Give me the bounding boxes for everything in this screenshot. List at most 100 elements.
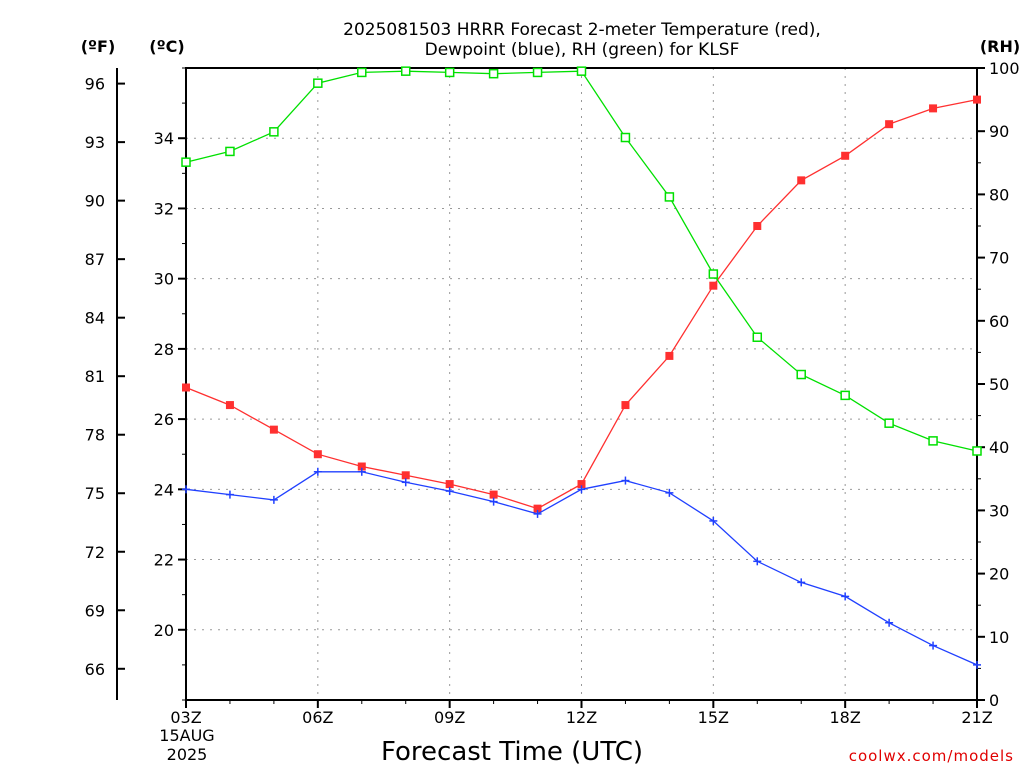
temperature-point-13: [621, 401, 630, 410]
fahrenheit-tick-label-81: 81: [85, 367, 105, 386]
temperature-point-16: [753, 222, 762, 230]
rh-point-14: [664, 192, 675, 202]
temperature-point-8: [401, 471, 410, 480]
rh-point-5: [269, 127, 279, 137]
temperature-series: [182, 95, 981, 513]
x-axis-title: Forecast Time (UTC): [381, 737, 643, 767]
celsius-tick-label-22: 22: [154, 551, 174, 570]
rh-point-19: [884, 418, 894, 428]
fahrenheit-tick-label-78: 78: [85, 426, 105, 445]
date-label-day-month: 15AUG: [159, 726, 214, 745]
rh-tick-label-20: 20: [989, 565, 1009, 584]
rh-point-12: [576, 66, 587, 76]
dewpoint-point-20: [929, 641, 938, 650]
fahrenheit-tick-label-66: 66: [85, 660, 105, 679]
celsius-tick-label-34: 34: [154, 129, 174, 148]
rh-point-20: [928, 436, 938, 446]
dewpoint-point-14: [665, 488, 674, 497]
celsius-tick-label-26: 26: [154, 410, 174, 429]
rh-point-17: [796, 369, 806, 380]
rh-unit-label: (RH): [980, 37, 1020, 56]
rh-tick-label-40: 40: [989, 438, 1009, 457]
temperature-point-7: [357, 462, 366, 471]
temperature-point-21: [973, 95, 981, 104]
rh-tick-label-50: 50: [989, 375, 1009, 394]
date-label-year: 2025: [167, 745, 208, 764]
temperature-point-10: [489, 490, 498, 499]
rh-point-8: [400, 66, 411, 76]
rh-point-3: [181, 157, 191, 167]
rh-point-7: [357, 67, 367, 78]
temperature-point-14: [665, 351, 674, 360]
dewpoint-point-3: [182, 485, 190, 494]
data-series: [181, 66, 982, 669]
x-tick-label-15Z: 15Z: [698, 708, 729, 727]
rh-series: [181, 66, 982, 456]
temperature-point-3: [182, 383, 190, 392]
rh-point-6: [313, 78, 323, 88]
dewpoint-point-10: [489, 497, 498, 506]
dewpoint-point-11: [533, 509, 542, 518]
rh-tick-label-70: 70: [989, 249, 1009, 268]
x-tick-label-09Z: 09Z: [434, 708, 465, 727]
dewpoint-point-4: [225, 490, 234, 499]
fahrenheit-tick-label-96: 96: [85, 75, 105, 94]
dewpoint-point-6: [313, 467, 322, 476]
celsius-tick-label-20: 20: [154, 621, 174, 640]
fahrenheit-tick-label-90: 90: [85, 192, 105, 211]
fahrenheit-tick-label-93: 93: [85, 133, 105, 152]
rh-tick-label-30: 30: [989, 501, 1009, 520]
rh-point-13: [620, 132, 631, 143]
chart-title-line-1: 2025081503 HRRR Forecast 2-meter Tempera…: [343, 20, 821, 40]
tick-labels: 03Z 06Z 09Z 12Z 15Z 18Z 21Z 20 22 24 26 28 30 32 34 66 6…: [85, 59, 1020, 727]
rh-tick-label-0: 0: [989, 691, 999, 710]
celsius-tick-label-24: 24: [154, 480, 174, 499]
celsius-tick-label-28: 28: [154, 340, 174, 359]
dewpoint-point-9: [445, 487, 454, 496]
dewpoint-point-18: [841, 592, 850, 601]
dewpoint-series: [182, 467, 981, 669]
dewpoint-point-21: [973, 660, 981, 669]
dewpoint-point-19: [885, 618, 894, 627]
x-tick-label-12Z: 12Z: [566, 708, 597, 727]
rh-tick-label-90: 90: [989, 122, 1009, 141]
x-tick-label-18Z: 18Z: [830, 708, 861, 727]
grid-lines: [186, 68, 977, 700]
rh-point-21: [972, 446, 982, 456]
x-tick-label-03Z: 03Z: [170, 708, 201, 727]
dewpoint-point-15: [709, 516, 718, 525]
dewpoint-point-17: [797, 578, 806, 587]
dewpoint-point-8: [401, 478, 410, 487]
rh-point-4: [225, 146, 235, 157]
temperature-point-12: [577, 480, 586, 489]
dewpoint-point-12: [577, 485, 586, 494]
x-tick-label-06Z: 06Z: [302, 708, 333, 727]
x-tick-label-21Z: 21Z: [961, 708, 992, 727]
axes: [116, 67, 985, 708]
rh-tick-label-60: 60: [989, 312, 1009, 331]
rh-point-10: [488, 68, 499, 79]
dewpoint-point-7: [357, 467, 366, 476]
rh-point-11: [532, 67, 543, 78]
temperature-point-5: [269, 425, 278, 434]
celsius-tick-label-32: 32: [154, 199, 174, 218]
fahrenheit-tick-label-84: 84: [85, 309, 105, 328]
temperature-point-19: [885, 120, 894, 129]
fahrenheit-unit-label: (ºF): [81, 37, 116, 56]
temperature-point-15: [709, 281, 718, 290]
temperature-point-18: [841, 151, 850, 160]
temperature-point-20: [929, 104, 938, 113]
dewpoint-point-16: [753, 557, 762, 566]
temperature-point-6: [313, 450, 322, 459]
dewpoint-point-13: [621, 476, 630, 485]
temperature-line: [185, 98, 978, 510]
rh-point-16: [752, 332, 763, 342]
dewpoint-point-5: [269, 495, 278, 504]
credit-label: coolwx.com/models: [849, 747, 1014, 765]
temperature-point-9: [445, 480, 454, 489]
fahrenheit-tick-label-72: 72: [85, 543, 105, 562]
temperature-point-11: [533, 504, 542, 513]
rh-tick-label-100: 100: [989, 59, 1020, 78]
chart-title-line-2: Dewpoint (blue), RH (green) for KLSF: [425, 40, 740, 60]
